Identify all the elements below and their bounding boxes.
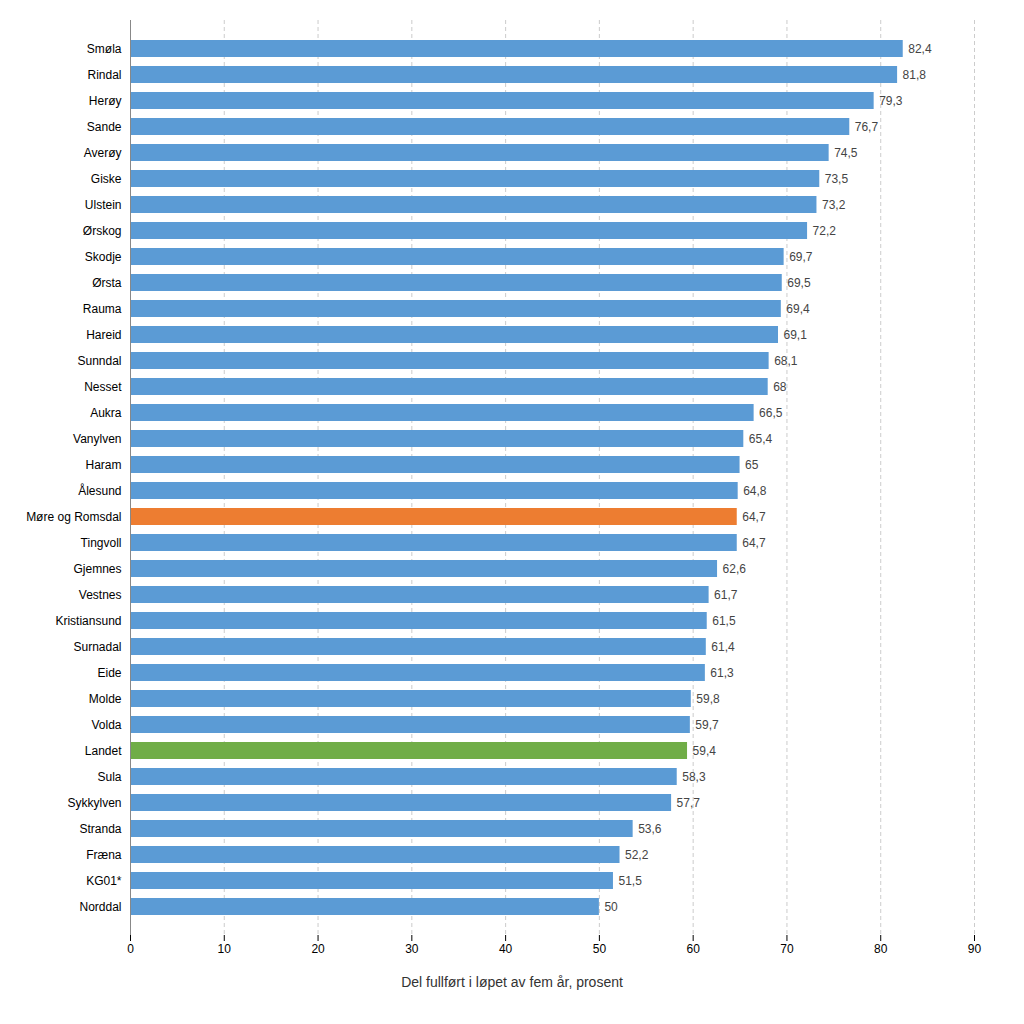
svg-text:57,7: 57,7 <box>677 796 701 810</box>
svg-text:Stranda: Stranda <box>79 822 121 836</box>
svg-text:Herøy: Herøy <box>89 94 122 108</box>
svg-text:90: 90 <box>968 942 982 956</box>
svg-text:73,5: 73,5 <box>825 172 849 186</box>
html-text:Del fullført i løpet av fem år: Del fullført i løpet av fem år, prosent <box>401 974 623 990</box>
svg-text:61,4: 61,4 <box>711 640 735 654</box>
svg-text:76,7: 76,7 <box>855 120 879 134</box>
svg-text:59,7: 59,7 <box>695 718 719 732</box>
svg-text:Norddal: Norddal <box>79 900 121 914</box>
svg-text:Averøy: Averøy <box>84 146 122 160</box>
svg-text:Kristiansund: Kristiansund <box>55 614 121 628</box>
svg-text:Sykkylven: Sykkylven <box>67 796 121 810</box>
svg-text:61,3: 61,3 <box>710 666 734 680</box>
svg-text:58,3: 58,3 <box>682 770 706 784</box>
svg-text:69,5: 69,5 <box>787 276 811 290</box>
svg-text:69,4: 69,4 <box>786 302 810 316</box>
svg-text:Rindal: Rindal <box>87 68 121 82</box>
svg-text:Haram: Haram <box>85 458 121 472</box>
svg-text:Ålesund: Ålesund <box>78 483 121 498</box>
svg-text:62,6: 62,6 <box>723 562 747 576</box>
svg-text:Møre og Romsdal: Møre og Romsdal <box>26 510 121 524</box>
svg-text:64,7: 64,7 <box>742 536 766 550</box>
svg-text:82,4: 82,4 <box>908 42 932 56</box>
svg-text:Landet: Landet <box>85 744 122 758</box>
svg-text:20: 20 <box>311 942 325 956</box>
svg-text:Vestnes: Vestnes <box>79 588 122 602</box>
svg-text:Vanylven: Vanylven <box>73 432 121 446</box>
svg-text:Sande: Sande <box>87 120 122 134</box>
svg-text:79,3: 79,3 <box>879 94 903 108</box>
svg-text:Eide: Eide <box>97 666 121 680</box>
svg-text:Gjemnes: Gjemnes <box>73 562 121 576</box>
svg-text:70: 70 <box>780 942 794 956</box>
svg-text:61,5: 61,5 <box>712 614 736 628</box>
svg-text:59,8: 59,8 <box>696 692 720 706</box>
svg-text:64,7: 64,7 <box>742 510 766 524</box>
svg-text:69,7: 69,7 <box>789 250 813 264</box>
svg-text:Tingvoll: Tingvoll <box>81 536 122 550</box>
svg-text:Sula: Sula <box>97 770 121 784</box>
svg-text:Ørskog: Ørskog <box>83 224 122 238</box>
svg-text:50: 50 <box>593 942 607 956</box>
svg-text:74,5: 74,5 <box>834 146 858 160</box>
svg-text:Molde: Molde <box>89 692 122 706</box>
svg-text:30: 30 <box>405 942 419 956</box>
svg-text:68: 68 <box>773 380 787 394</box>
svg-text:81,8: 81,8 <box>903 68 927 82</box>
svg-text:80: 80 <box>874 942 888 956</box>
svg-text:KG01*: KG01* <box>86 874 122 888</box>
svg-text:64,8: 64,8 <box>743 484 767 498</box>
svg-text:Nesset: Nesset <box>84 380 122 394</box>
svg-text:Smøla: Smøla <box>87 42 122 56</box>
svg-text:66,5: 66,5 <box>759 406 783 420</box>
svg-text:Aukra: Aukra <box>90 406 122 420</box>
svg-text:Surnadal: Surnadal <box>73 640 121 654</box>
svg-text:52,2: 52,2 <box>625 848 649 862</box>
svg-text:Ørsta: Ørsta <box>92 276 122 290</box>
svg-text:Skodje: Skodje <box>85 250 122 264</box>
svg-text:65: 65 <box>745 458 759 472</box>
svg-text:Ulstein: Ulstein <box>85 198 122 212</box>
svg-text:72,2: 72,2 <box>813 224 837 238</box>
svg-text:50: 50 <box>604 900 618 914</box>
svg-text:Volda: Volda <box>91 718 121 732</box>
svg-text:Sunndal: Sunndal <box>77 354 121 368</box>
svg-text:0: 0 <box>127 942 134 956</box>
svg-text:40: 40 <box>499 942 513 956</box>
svg-text:53,6: 53,6 <box>638 822 662 836</box>
svg-text:Hareid: Hareid <box>86 328 121 342</box>
svg-text:65,4: 65,4 <box>749 432 773 446</box>
svg-text:51,5: 51,5 <box>618 874 642 888</box>
svg-text:73,2: 73,2 <box>822 198 846 212</box>
svg-text:Fræna: Fræna <box>86 848 122 862</box>
svg-text:60: 60 <box>686 942 700 956</box>
svg-text:Rauma: Rauma <box>83 302 122 316</box>
svg-text:59,4: 59,4 <box>693 744 717 758</box>
svg-text:61,7: 61,7 <box>714 588 738 602</box>
svg-text:69,1: 69,1 <box>784 328 808 342</box>
svg-text:Giske: Giske <box>91 172 122 186</box>
svg-text:10: 10 <box>218 942 232 956</box>
svg-text:68,1: 68,1 <box>774 354 798 368</box>
